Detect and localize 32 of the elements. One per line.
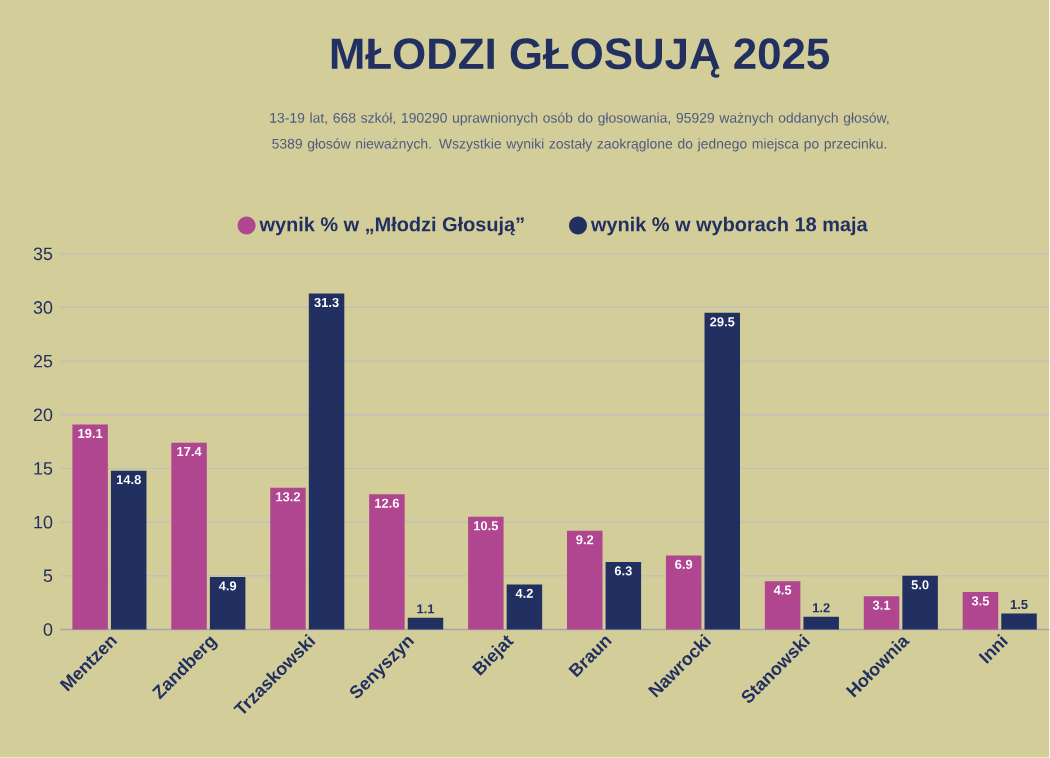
bar xyxy=(506,584,543,630)
y-tick-label: 35 xyxy=(33,247,53,261)
bar xyxy=(764,581,801,630)
y-tick-label: 10 xyxy=(34,516,53,529)
bar xyxy=(209,577,246,630)
bar xyxy=(270,488,306,630)
bar xyxy=(665,555,702,630)
bar xyxy=(863,596,900,630)
bar xyxy=(407,617,444,630)
y-tick-label: 15 xyxy=(34,462,53,476)
bar xyxy=(110,470,147,630)
legend-label: wynik % w wyborach 18 maja xyxy=(590,217,868,236)
chart-title: MŁODZI GŁOSUJĄ 2025 xyxy=(331,38,829,78)
y-tick-label: 25 xyxy=(33,355,53,368)
y-tick-label: 0 xyxy=(43,623,53,637)
bar xyxy=(468,517,504,630)
bar xyxy=(1001,613,1037,630)
bar xyxy=(704,313,741,630)
legend-label: wynik % w „Młodzi Głosują” xyxy=(259,217,524,236)
bar xyxy=(369,494,405,630)
bar xyxy=(803,616,839,630)
y-tick-label: 20 xyxy=(33,408,53,422)
bar xyxy=(171,443,207,630)
bar xyxy=(72,424,108,630)
bar xyxy=(962,592,999,630)
y-tick-label: 5 xyxy=(43,569,53,583)
bar xyxy=(605,562,642,630)
bar xyxy=(902,576,938,630)
y-tick-label: 30 xyxy=(33,301,53,315)
x-tick-label: Inni xyxy=(978,634,1009,665)
bar xyxy=(567,531,603,630)
bar xyxy=(308,293,345,630)
